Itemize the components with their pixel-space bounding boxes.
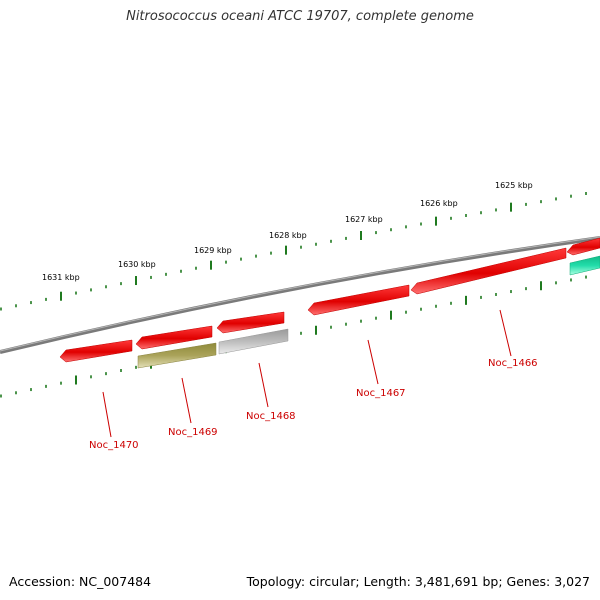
leader-line-noc-1470	[102, 391, 112, 438]
tick-label-1630: 1630 kbp	[118, 260, 156, 269]
tick-label-1627: 1627 kbp	[345, 215, 383, 224]
accession-label: Accession: NC_007484	[9, 574, 152, 589]
tick-label-1631: 1631 kbp	[42, 273, 80, 282]
gene-label-noc-1470[interactable]: Noc_1470	[89, 440, 139, 451]
gene-label-noc-1469[interactable]: Noc_1469	[168, 427, 218, 438]
gene-feature-green[interactable]	[569, 255, 600, 276]
genome-backbone	[0, 236, 600, 354]
gene-feature-olive[interactable]	[137, 342, 217, 369]
leader-line-noc-1467	[367, 339, 379, 385]
tick-label-1625: 1625 kbp	[495, 181, 533, 190]
gene-feature-far-right[interactable]	[566, 237, 600, 256]
tick-label-1628: 1628 kbp	[269, 231, 307, 240]
gene-feature-gray[interactable]	[218, 328, 289, 355]
leader-line-noc-1468	[258, 362, 269, 408]
gene-label-noc-1467[interactable]: Noc_1467	[356, 388, 406, 399]
inner-scale-ring	[0, 275, 587, 398]
leader-line-noc-1466	[499, 309, 512, 357]
map-title: Nitrosococcus oceani ATCC 19707, complet…	[126, 9, 474, 24]
outer-scale-ring	[0, 191, 587, 311]
gene-label-noc-1468[interactable]: Noc_1468	[246, 411, 296, 422]
tick-label-1626: 1626 kbp	[420, 199, 458, 208]
genome-summary-label: Topology: circular; Length: 3,481,691 bp…	[246, 574, 590, 589]
gene-feature-noc-1469-top[interactable]	[135, 325, 213, 350]
gene-feature-noc-1467[interactable]	[307, 284, 410, 316]
gene-label-noc-1466[interactable]: Noc_1466	[488, 358, 538, 369]
gene-feature-noc-1466[interactable]	[410, 247, 567, 295]
gene-feature-noc-1470[interactable]	[59, 339, 133, 363]
tick-label-1629: 1629 kbp	[194, 246, 232, 255]
gene-feature-noc-1468-top[interactable]	[216, 311, 285, 334]
leader-line-noc-1469	[181, 377, 192, 424]
genome-backbone-highlight	[0, 236, 600, 352]
